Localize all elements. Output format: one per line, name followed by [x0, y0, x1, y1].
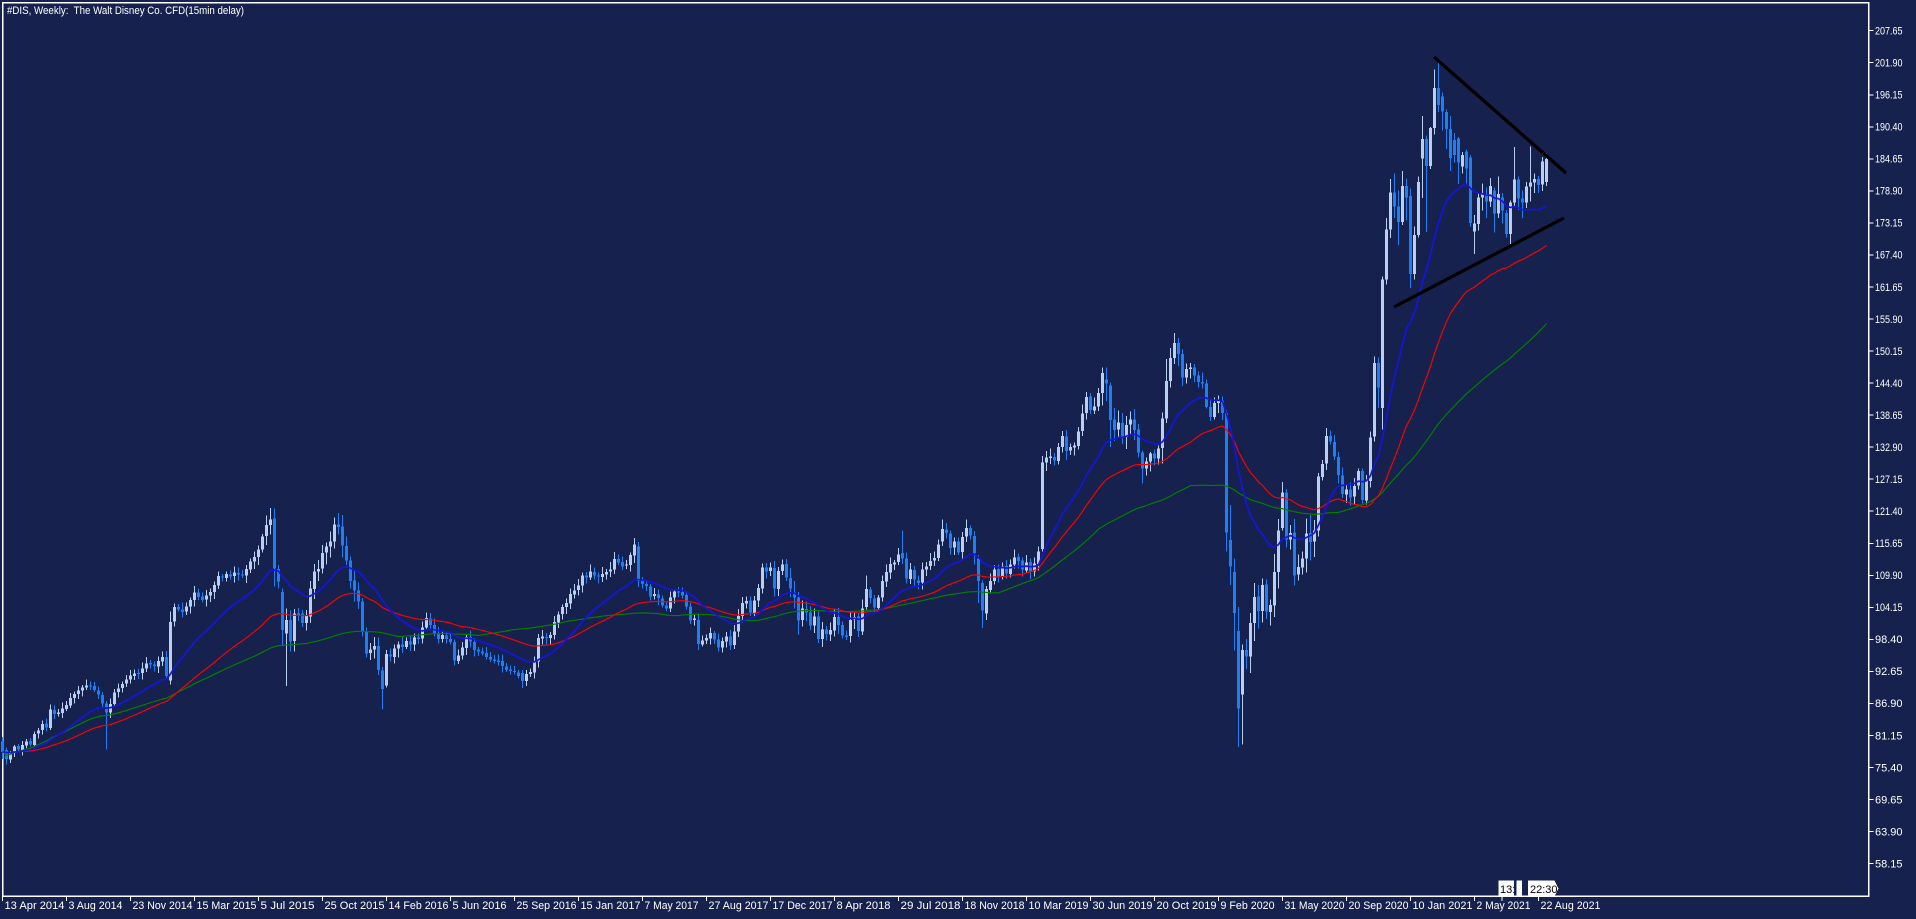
svg-text:18 Nov 2018: 18 Nov 2018 [965, 900, 1025, 912]
svg-text:155.90: 155.90 [1875, 314, 1903, 326]
svg-text:184.65: 184.65 [1875, 154, 1903, 166]
svg-text:121.40: 121.40 [1875, 506, 1903, 518]
svg-text:13:: 13: [1500, 884, 1515, 896]
svg-text:196.15: 196.15 [1875, 90, 1903, 102]
svg-text:138.65: 138.65 [1875, 410, 1903, 422]
svg-text:#DIS, Weekly: The Walt Disney: #DIS, Weekly: The Walt Disney Co. CFD(15… [7, 5, 244, 17]
svg-text:167.40: 167.40 [1875, 250, 1903, 262]
svg-text:92.65: 92.65 [1875, 666, 1903, 678]
svg-text:13 Apr 2014: 13 Apr 2014 [5, 900, 65, 912]
svg-text:15 Mar 2015: 15 Mar 2015 [197, 900, 257, 912]
svg-text:190.40: 190.40 [1875, 122, 1903, 134]
svg-text:23 Nov 2014: 23 Nov 2014 [133, 900, 193, 912]
svg-text:20 Sep 2020: 20 Sep 2020 [1349, 900, 1409, 912]
svg-text:22 Aug 2021: 22 Aug 2021 [1541, 900, 1601, 912]
svg-text:98.40: 98.40 [1875, 634, 1903, 646]
svg-text:127.15: 127.15 [1875, 474, 1903, 486]
svg-text:5 Jul 2015: 5 Jul 2015 [261, 900, 315, 912]
svg-text:25 Sep 2016: 25 Sep 2016 [517, 900, 577, 912]
svg-text:7 May 2017: 7 May 2017 [645, 900, 699, 912]
svg-text:178.90: 178.90 [1875, 186, 1903, 198]
svg-text:14 Feb 2016: 14 Feb 2016 [389, 900, 449, 912]
svg-text:75.40: 75.40 [1875, 762, 1903, 774]
svg-text:3 Aug 2014: 3 Aug 2014 [69, 900, 123, 912]
svg-text:109.90: 109.90 [1875, 570, 1903, 582]
svg-text:17 Dec 2017: 17 Dec 2017 [773, 900, 833, 912]
svg-text:29 Jul 2018: 29 Jul 2018 [901, 900, 961, 912]
svg-text:31 May 2020: 31 May 2020 [1285, 900, 1345, 912]
svg-text:10 Jan 2021: 10 Jan 2021 [1413, 900, 1473, 912]
svg-text:20 Oct 2019: 20 Oct 2019 [1157, 900, 1217, 912]
svg-text:30 Jun 2019: 30 Jun 2019 [1093, 900, 1153, 912]
svg-text:69.65: 69.65 [1875, 794, 1903, 806]
svg-text:2 May 2021: 2 May 2021 [1477, 900, 1531, 912]
svg-text:150.15: 150.15 [1875, 346, 1903, 358]
svg-text:10 Mar 2019: 10 Mar 2019 [1029, 900, 1089, 912]
svg-text:86.90: 86.90 [1875, 698, 1903, 710]
svg-text:115.65: 115.65 [1875, 538, 1903, 550]
svg-text:5 Jun 2016: 5 Jun 2016 [453, 900, 507, 912]
svg-text:15 Jan 2017: 15 Jan 2017 [581, 900, 641, 912]
svg-text:9 Feb 2020: 9 Feb 2020 [1221, 900, 1275, 912]
svg-text:201.90: 201.90 [1875, 58, 1903, 70]
svg-text:161.65: 161.65 [1875, 282, 1903, 294]
svg-text:207.65: 207.65 [1875, 26, 1903, 38]
svg-text:8 Apr 2018: 8 Apr 2018 [837, 900, 891, 912]
svg-text:144.40: 144.40 [1875, 378, 1903, 390]
svg-text:104.15: 104.15 [1875, 602, 1903, 614]
svg-text:22:30: 22:30 [1530, 884, 1558, 896]
svg-text:173.15: 173.15 [1875, 218, 1903, 230]
svg-text:63.90: 63.90 [1875, 826, 1903, 838]
svg-text:27 Aug 2017: 27 Aug 2017 [709, 900, 769, 912]
svg-text:25 Oct 2015: 25 Oct 2015 [325, 900, 385, 912]
svg-text:58.15: 58.15 [1875, 858, 1903, 870]
svg-text:132.90: 132.90 [1875, 442, 1903, 454]
svg-text:81.15: 81.15 [1875, 730, 1903, 742]
